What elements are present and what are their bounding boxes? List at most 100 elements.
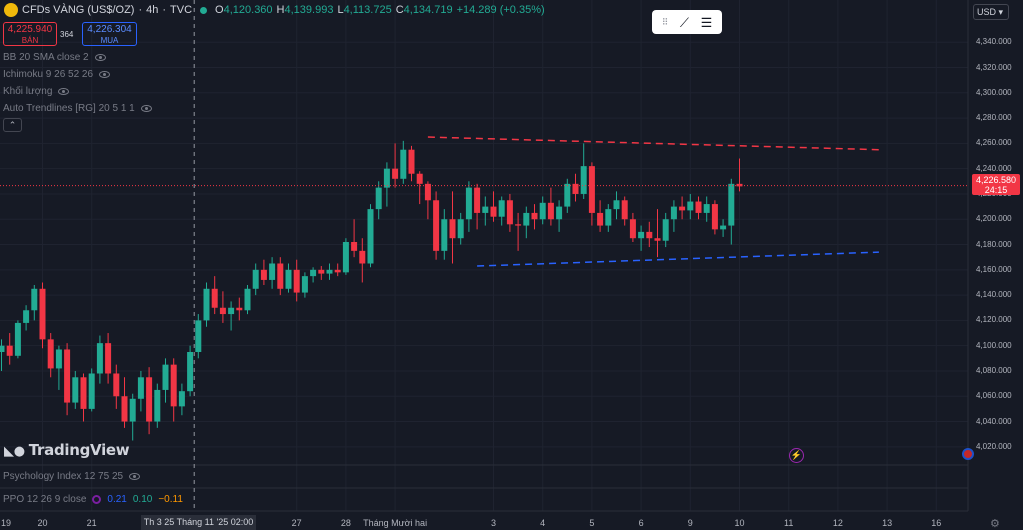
- candle-body: [260, 269, 267, 280]
- buy-label: MUA: [100, 36, 119, 45]
- candle-body: [277, 263, 284, 289]
- candle-body: [31, 288, 38, 311]
- interval[interactable]: 4h: [146, 4, 159, 16]
- trendlines[interactable]: [427, 136, 879, 267]
- eye-icon[interactable]: [129, 473, 141, 480]
- high-label: H: [276, 4, 285, 16]
- buy-button[interactable]: 4,226.304 MUA: [82, 22, 137, 46]
- candle-body: [195, 320, 202, 352]
- price-tick-label: 4,280.000: [976, 113, 1012, 123]
- eye-icon[interactable]: [140, 105, 152, 112]
- candle-body: [695, 201, 702, 213]
- candle-body: [367, 209, 374, 264]
- candle-body: [670, 206, 677, 220]
- symbol-name[interactable]: CFDs VÀNG (US$/OZ): [22, 4, 135, 16]
- last-price-label: 4,226.580 24:15: [972, 174, 1020, 195]
- candle-body: [285, 269, 292, 289]
- eye-icon[interactable]: [99, 71, 111, 78]
- market-status-icon: [200, 6, 208, 14]
- candle-body: [400, 149, 407, 179]
- candle-body: [39, 288, 46, 340]
- indicator-ichimoku[interactable]: Ichimoku 9 26 52 26: [3, 69, 111, 80]
- candle-body: [728, 183, 735, 226]
- candle-body: [359, 250, 366, 264]
- candle-body: [564, 183, 571, 207]
- candle-body: [121, 396, 128, 422]
- indicator-trendlines-label: Auto Trendlines [RG] 20 5 1 1: [3, 103, 135, 114]
- collapse-indicators-button[interactable]: ⌃: [3, 118, 22, 132]
- candle-body: [703, 204, 710, 213]
- candle-body: [310, 269, 317, 277]
- ppo-indicator[interactable]: PPO 12 26 9 close 0.21 0.10 −0.11: [3, 494, 183, 505]
- candle-body: [408, 149, 415, 174]
- candle-body: [588, 166, 595, 213]
- candles: [0, 140, 743, 441]
- candle-body: [105, 343, 112, 374]
- candle-body: [162, 364, 169, 390]
- ppo-value-1: 0.21: [107, 494, 127, 505]
- candle-body: [146, 377, 153, 422]
- trendline-tool-icon[interactable]: ⟋: [679, 14, 690, 30]
- candle-body: [629, 219, 636, 239]
- candle-body: [383, 168, 390, 188]
- open-value: 4,120.360: [223, 4, 273, 16]
- indicator-bb-label: BB 20 SMA close 2: [3, 52, 89, 63]
- candle-body: [351, 242, 358, 251]
- sell-label: BÁN: [21, 36, 39, 45]
- candle-body: [482, 206, 489, 213]
- candle-body: [457, 219, 464, 239]
- price-tick-label: 4,240.000: [976, 163, 1012, 173]
- candle-body: [293, 269, 300, 293]
- candle-body: [64, 349, 71, 403]
- candle-body: [203, 288, 210, 321]
- indicator-bb[interactable]: BB 20 SMA close 2: [3, 52, 106, 63]
- price-tick-label: 4,260.000: [976, 138, 1012, 148]
- candle-body: [187, 352, 194, 392]
- candle-body: [441, 219, 448, 251]
- drag-handle-icon[interactable]: ⠿: [661, 16, 669, 27]
- overlays: [0, 0, 968, 511]
- drawing-toolbar[interactable]: ⠿ ⟋ ☰: [652, 10, 722, 34]
- eye-icon[interactable]: [94, 54, 106, 61]
- currency-select[interactable]: USD ▾: [973, 4, 1009, 20]
- lightning-icon[interactable]: ⚡: [789, 448, 804, 463]
- sell-button[interactable]: 4,225.940 BÁN: [3, 22, 57, 46]
- candle-body: [6, 345, 13, 356]
- time-tick-label: 19: [0, 518, 12, 528]
- ppo-value-3: −0.11: [158, 494, 183, 505]
- crosshair-time-label: Th 3 25 Tháng 11 '25 02:00: [141, 515, 256, 530]
- close-value: 4,134.719: [403, 4, 453, 16]
- candle-body: [301, 276, 308, 293]
- candle-body: [129, 398, 136, 422]
- buy-price: 4,226.304: [87, 24, 132, 35]
- tradingview-logo[interactable]: ◣● TradingView: [4, 441, 130, 459]
- indicator-volume[interactable]: Khối lượng: [3, 86, 70, 97]
- candle-body: [424, 183, 431, 201]
- ppo-value-2: 0.10: [132, 494, 153, 505]
- flag-icon[interactable]: [962, 448, 974, 460]
- brand-text: TradingView: [28, 441, 130, 459]
- candle-body: [547, 202, 554, 220]
- candle-body: [515, 224, 522, 226]
- gear-icon[interactable]: ⚙: [990, 518, 1000, 530]
- candle-body: [736, 183, 743, 187]
- settings-lines-icon[interactable]: ☰: [700, 14, 713, 30]
- candle-body: [252, 269, 259, 289]
- price-tick-label: 4,020.000: [976, 441, 1012, 451]
- candle-body: [211, 288, 218, 308]
- candle-body: [392, 168, 399, 179]
- indicator-auto-trendlines[interactable]: Auto Trendlines [RG] 20 5 1 1: [3, 103, 152, 114]
- time-tick-label: 9: [687, 518, 693, 528]
- time-tick-label: 6: [638, 518, 644, 528]
- candle-body: [662, 219, 669, 241]
- eye-icon[interactable]: [58, 88, 70, 95]
- candle-body: [269, 263, 276, 280]
- candle-body: [23, 310, 30, 323]
- candle-body: [711, 204, 718, 230]
- time-tick-label: 13: [882, 518, 893, 528]
- candle-body: [605, 209, 612, 226]
- ppo-settings-icon[interactable]: [92, 495, 102, 504]
- psychology-index[interactable]: Psychology Index 12 75 25: [3, 471, 141, 482]
- grid-lines: [0, 0, 968, 511]
